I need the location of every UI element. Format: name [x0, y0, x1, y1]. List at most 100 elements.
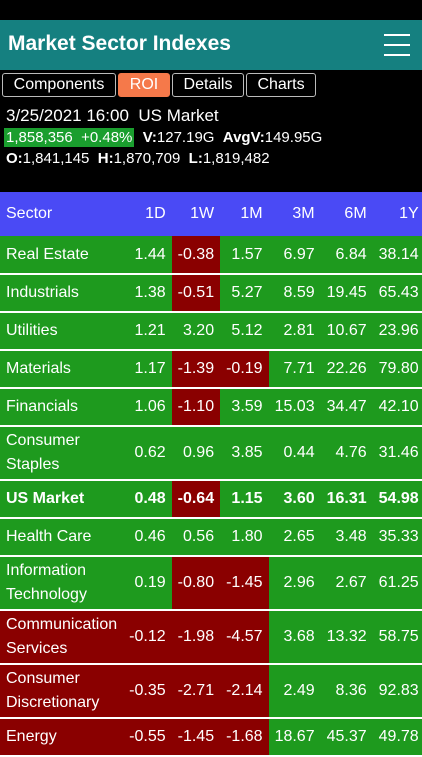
roi-cell-1m: 3.59 — [220, 388, 269, 427]
sector-name-cell[interactable]: Consumer Discretionary — [0, 664, 124, 719]
roi-cell-3m: 18.67 — [268, 718, 321, 757]
roi-cell-1w: -0.51 — [171, 274, 221, 313]
column-header-1d[interactable]: 1D — [145, 205, 166, 222]
roi-cell-3m: 8.59 — [268, 274, 321, 313]
roi-cell-1m: 1.15 — [220, 480, 269, 519]
sector-name-cell[interactable]: Materials — [0, 350, 124, 389]
roi-cell-1w: -1.10 — [171, 388, 221, 427]
roi-cell-1y: 54.98 — [372, 480, 422, 519]
roi-cell-1d: 1.17 — [123, 350, 172, 389]
roi-cell-1d: -0.35 — [123, 664, 172, 719]
roi-cell-1y: 35.33 — [372, 518, 422, 557]
roi-cell-3m: 2.96 — [268, 556, 321, 611]
roi-cell-1w: 3.20 — [171, 312, 221, 351]
roi-cell-1m: -0.19 — [220, 350, 269, 389]
roi-cell-3m: 2.49 — [268, 664, 321, 719]
table-row[interactable]: Health Care 0.46 0.56 1.80 2.65 3.48 35.33 — [0, 518, 422, 557]
price-change-badge: 1,858,356 +0.48% — [4, 128, 135, 147]
column-header-1y[interactable]: 1Y — [399, 205, 419, 222]
table-row[interactable]: Information Technology 0.19 -0.80 -1.45 2.96… — [0, 556, 422, 611]
hamburger-menu-icon[interactable] — [384, 34, 410, 56]
roi-cell-1d: 1.44 — [123, 236, 172, 275]
roi-cell-1d: 1.06 — [123, 388, 172, 427]
roi-cell-1y: 49.78 — [372, 718, 422, 757]
tab-roi[interactable]: ROI — [118, 73, 170, 97]
table-row[interactable]: Utilities 1.21 3.20 5.12 2.81 10.67 23.96 — [0, 312, 422, 351]
sector-name-cell[interactable]: Health Care — [0, 518, 124, 557]
column-header-1w[interactable]: 1W — [190, 205, 215, 222]
table-row[interactable]: Financials 1.06 -1.10 3.59 15.03 34.47 42.10 — [0, 388, 422, 427]
sector-name-cell[interactable]: Communication Services — [0, 610, 124, 665]
table-row[interactable]: Energy -0.55 -1.45 -1.68 18.67 45.37 49.78 — [0, 718, 422, 757]
roi-cell-1d: 1.21 — [123, 312, 172, 351]
tab-components[interactable]: Components — [2, 73, 116, 97]
roi-cell-1m: 5.12 — [220, 312, 269, 351]
column-header-6m[interactable]: 6M — [344, 205, 367, 222]
roi-cell-6m: 34.47 — [320, 388, 373, 427]
roi-cell-1m: -1.68 — [220, 718, 269, 757]
column-header-1m[interactable]: 1M — [240, 205, 263, 222]
table-row[interactable]: Real Estate 1.44 -0.38 1.57 6.97 6.84 38.14 — [0, 236, 422, 275]
quote-volume: 127.19G — [156, 129, 215, 146]
sector-name-cell[interactable]: US Market — [0, 480, 124, 519]
quote-market: US Market — [138, 106, 219, 125]
table-row[interactable]: Communication Services -0.12 -1.98 -4.57 3.6… — [0, 610, 422, 665]
quote-high: 1,870,709 — [113, 150, 181, 167]
open-label: O: — [6, 150, 23, 167]
roi-cell-6m: 45.37 — [320, 718, 373, 757]
sector-name-cell[interactable]: Energy — [0, 718, 124, 757]
roi-cell-1w: -1.39 — [171, 350, 221, 389]
sector-name-cell[interactable]: Utilities — [0, 312, 124, 351]
sector-name-cell[interactable]: Industrials — [0, 274, 124, 313]
roi-cell-1y: 58.75 — [372, 610, 422, 665]
quote-ohl-line: O:1,841,145 H:1,870,709 L:1,819,482 — [6, 150, 270, 167]
roi-cell-1m: -1.45 — [220, 556, 269, 611]
quote-price: 1,858,356 — [6, 129, 73, 146]
roi-cell-1y: 31.46 — [372, 426, 422, 481]
roi-cell-1m: 1.57 — [220, 236, 269, 275]
roi-cell-1d: 0.46 — [123, 518, 172, 557]
roi-cell-3m: 0.44 — [268, 426, 321, 481]
roi-cell-1y: 38.14 — [372, 236, 422, 275]
roi-cell-6m: 13.32 — [320, 610, 373, 665]
app-title: Market Sector Indexes — [8, 32, 231, 55]
table-row[interactable]: Industrials 1.38 -0.51 5.27 8.59 19.45 65.43 — [0, 274, 422, 313]
roi-cell-1w: -0.64 — [171, 480, 221, 519]
sector-name-cell[interactable]: Real Estate — [0, 236, 124, 275]
tab-details[interactable]: Details — [172, 73, 244, 97]
table-row[interactable]: US Market 0.48 -0.64 1.15 3.60 16.31 54.98 — [0, 480, 422, 519]
quote-header: 3/25/2021 16:00 US Market — [6, 106, 219, 126]
roi-cell-1w: -2.71 — [171, 664, 221, 719]
table-row[interactable]: Consumer Discretionary -0.35 -2.71 -2.14 2.4… — [0, 664, 422, 719]
high-label: H: — [97, 150, 114, 167]
roi-cell-1w: -0.38 — [171, 236, 221, 275]
roi-cell-3m: 2.81 — [268, 312, 321, 351]
roi-cell-1d: 0.62 — [123, 426, 172, 481]
roi-cell-1d: -0.55 — [123, 718, 172, 757]
roi-cell-3m: 15.03 — [268, 388, 321, 427]
column-header-3m[interactable]: 3M — [292, 205, 315, 222]
roi-cell-1d: 0.19 — [123, 556, 172, 611]
roi-cell-1y: 42.10 — [372, 388, 422, 427]
roi-cell-3m: 2.65 — [268, 518, 321, 557]
roi-cell-1y: 61.25 — [372, 556, 422, 611]
status-bar — [0, 0, 422, 20]
roi-cell-1m: 3.85 — [220, 426, 269, 481]
roi-cell-6m: 3.48 — [320, 518, 373, 557]
quote-open: 1,841,145 — [22, 150, 90, 167]
quote-price-line: 1,858,356 +0.48% V:127.19G AvgV:149.95G — [4, 128, 322, 147]
quote-low: 1,819,482 — [202, 150, 270, 167]
roi-cell-3m: 3.68 — [268, 610, 321, 665]
tab-charts[interactable]: Charts — [246, 73, 316, 97]
sector-name-cell[interactable]: Financials — [0, 388, 124, 427]
roi-cell-1d: -0.12 — [123, 610, 172, 665]
table-row[interactable]: Consumer Staples 0.62 0.96 3.85 0.44 4.76 31.4… — [0, 426, 422, 481]
roi-cell-1m: -4.57 — [220, 610, 269, 665]
roi-cell-6m: 16.31 — [320, 480, 373, 519]
table-row[interactable]: Materials 1.17 -1.39 -0.19 7.71 22.26 79.80 — [0, 350, 422, 389]
roi-cell-3m: 3.60 — [268, 480, 321, 519]
column-header-sector[interactable]: Sector — [6, 205, 53, 222]
roi-cell-1y: 65.43 — [372, 274, 422, 313]
sector-name-cell[interactable]: Consumer Staples — [0, 426, 124, 481]
sector-name-cell[interactable]: Information Technology — [0, 556, 124, 611]
